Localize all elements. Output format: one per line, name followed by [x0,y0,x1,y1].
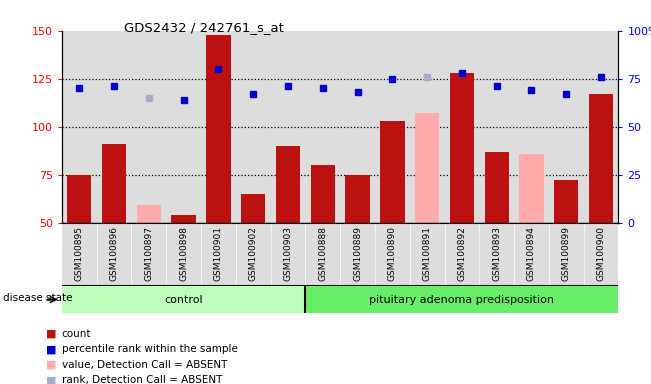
Bar [305,286,618,313]
Bar [96,31,132,223]
Bar [479,31,514,223]
Text: GSM100892: GSM100892 [458,226,466,281]
Bar [514,223,549,286]
Bar [311,165,335,223]
Bar [375,223,409,286]
Bar [96,223,132,286]
Text: GSM100895: GSM100895 [75,226,84,281]
Bar [305,31,340,223]
Text: percentile rank within the sample: percentile rank within the sample [62,344,238,354]
Bar [375,31,409,223]
Bar [206,35,230,223]
Bar [305,223,340,286]
Bar [549,31,584,223]
Bar [346,175,370,223]
Text: GSM100897: GSM100897 [145,226,154,281]
Bar [514,31,549,223]
Bar [479,223,514,286]
Text: rank, Detection Call = ABSENT: rank, Detection Call = ABSENT [62,375,222,384]
Bar [166,223,201,286]
Bar [276,146,300,223]
Bar [132,223,166,286]
Text: ■: ■ [46,344,56,354]
Bar [415,113,439,223]
Text: GSM100890: GSM100890 [388,226,397,281]
Bar [445,31,479,223]
Text: count: count [62,329,91,339]
Bar [271,31,305,223]
Bar [549,223,584,286]
Bar [241,194,266,223]
Bar [201,31,236,223]
Bar [589,94,613,223]
Bar [554,180,579,223]
Text: ■: ■ [46,375,56,384]
Bar [450,73,474,223]
Bar [380,121,404,223]
Bar [409,223,445,286]
Text: GSM100888: GSM100888 [318,226,327,281]
Bar [519,154,544,223]
Text: GSM100893: GSM100893 [492,226,501,281]
Text: GSM100889: GSM100889 [353,226,362,281]
Text: value, Detection Call = ABSENT: value, Detection Call = ABSENT [62,360,227,370]
Text: GSM100896: GSM100896 [109,226,118,281]
Bar [340,31,375,223]
Text: GSM100901: GSM100901 [214,226,223,281]
Bar [445,223,479,286]
Bar [584,223,618,286]
Bar [236,223,271,286]
Text: control: control [164,295,203,305]
Bar [584,31,618,223]
Text: ■: ■ [46,329,56,339]
Bar [62,31,96,223]
Bar [409,31,445,223]
Text: GSM100902: GSM100902 [249,226,258,281]
Text: GSM100898: GSM100898 [179,226,188,281]
Text: GSM100900: GSM100900 [596,226,605,281]
Bar [271,223,305,286]
Text: disease state: disease state [3,293,73,303]
Bar [132,31,166,223]
Bar [62,223,96,286]
Text: pituitary adenoma predisposition: pituitary adenoma predisposition [369,295,555,305]
Bar [201,223,236,286]
Text: GDS2432 / 242761_s_at: GDS2432 / 242761_s_at [124,21,284,34]
Bar [137,205,161,223]
Bar [166,31,201,223]
Text: GSM100891: GSM100891 [422,226,432,281]
Bar [67,175,91,223]
Bar [62,286,305,313]
Text: GSM100903: GSM100903 [283,226,292,281]
Text: ■: ■ [46,360,56,370]
Text: GSM100899: GSM100899 [562,226,571,281]
Bar [340,223,375,286]
Bar [102,144,126,223]
Text: GSM100894: GSM100894 [527,226,536,281]
Bar [171,215,196,223]
Bar [236,31,271,223]
Bar [484,152,509,223]
